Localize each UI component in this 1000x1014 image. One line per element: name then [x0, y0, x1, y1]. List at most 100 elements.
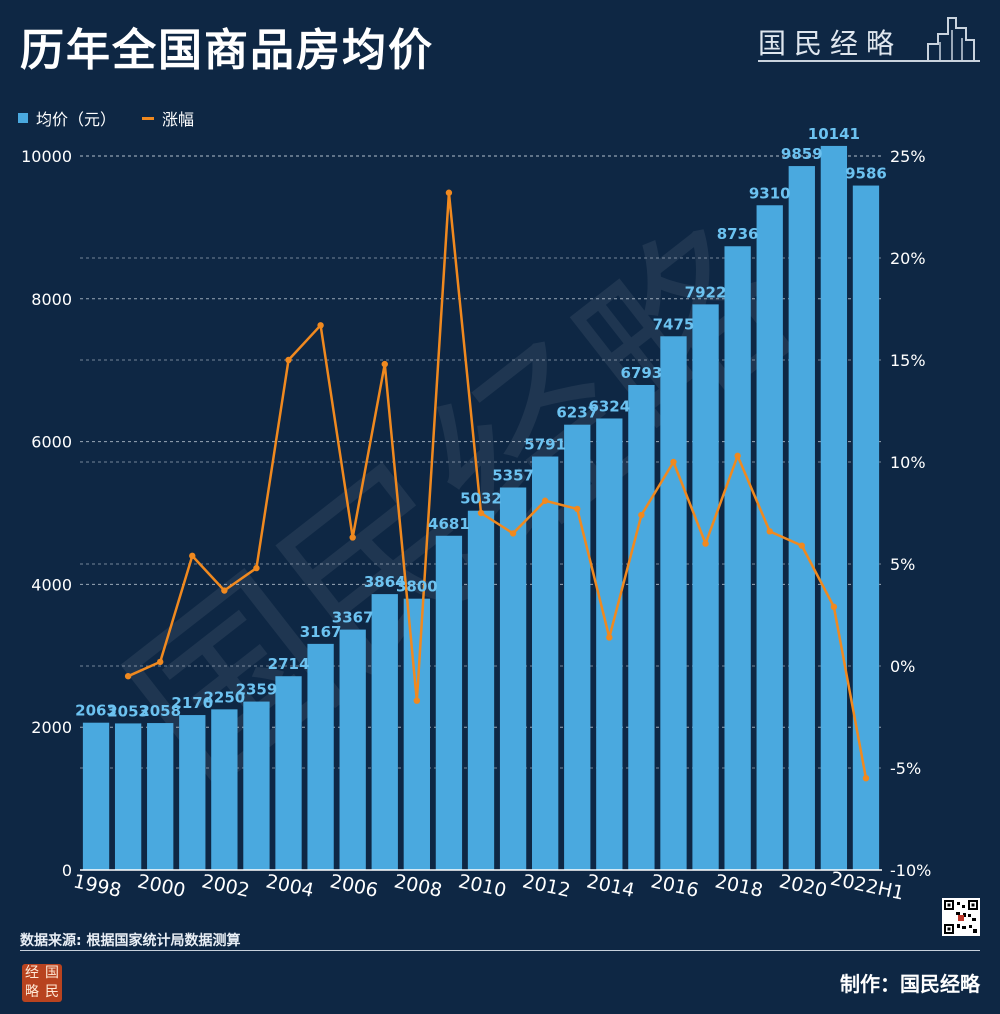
line-point — [574, 505, 581, 513]
bar-value-label: 7475 — [653, 315, 695, 333]
bar — [435, 535, 463, 870]
bar — [114, 723, 142, 870]
line-series — [127, 191, 868, 779]
line-point — [670, 458, 677, 466]
bar — [82, 722, 110, 870]
bar-value-label: 2359 — [236, 681, 278, 699]
bar — [532, 456, 559, 870]
line-point — [253, 564, 260, 572]
y2-tick-label: 15% — [890, 351, 926, 370]
line-point — [862, 775, 870, 782]
x-tick-label: 2018 — [713, 870, 765, 902]
y2-tick-label: 10% — [890, 453, 926, 472]
line-point — [766, 528, 773, 535]
line-point — [349, 534, 356, 541]
x-tick-label: 2010 — [456, 870, 508, 902]
y-tick-label: 6000 — [31, 433, 72, 452]
bar — [275, 676, 302, 870]
bar-value-label: 9310 — [749, 184, 791, 202]
y2-tick-label: 25% — [890, 147, 926, 166]
bar-value-label: 2063 — [75, 702, 117, 720]
line-point — [638, 511, 645, 519]
chart-title: 历年全国商品房均价 — [20, 25, 434, 76]
legend-bar-label: 均价（元） — [36, 110, 117, 129]
line-point — [541, 497, 549, 504]
bar — [660, 336, 687, 870]
line-point — [221, 587, 228, 594]
bar-value-label: 2058 — [139, 702, 181, 720]
bar-value-label: 6324 — [588, 397, 630, 415]
bar — [692, 304, 719, 870]
bar — [243, 701, 270, 870]
bar-value-label: 5032 — [460, 490, 502, 508]
bar — [596, 418, 623, 870]
brand-logo: 经 国 略 民 — [22, 964, 62, 1002]
bar-value-label: 3800 — [396, 578, 438, 596]
bar — [788, 166, 815, 871]
bar-value-label: 2250 — [203, 688, 245, 706]
x-tick-label: 1998 — [71, 870, 123, 902]
y-tick-label: 4000 — [31, 575, 72, 594]
line-point — [606, 634, 613, 641]
line-point — [189, 552, 196, 560]
line-point — [381, 360, 388, 368]
bar-value-label: 7922 — [685, 283, 727, 301]
bar-value-label: 3864 — [364, 573, 406, 591]
x-tick-label: 2002 — [200, 870, 252, 902]
legend-line-label: 涨幅 — [162, 110, 195, 129]
y2-tick-label: 5% — [890, 555, 915, 574]
legend: 均价（元） 涨幅 — [18, 106, 194, 130]
x-tick-label: 2012 — [520, 870, 572, 902]
line-point — [285, 356, 292, 364]
line-point — [477, 509, 485, 517]
line-point — [798, 542, 805, 549]
bar — [756, 205, 783, 871]
y-tick-label: 8000 — [31, 290, 72, 309]
x-tick-label: 2008 — [392, 870, 444, 902]
bar-value-label: 10141 — [808, 125, 860, 143]
brand-underline — [758, 60, 980, 62]
bar-value-label: 4681 — [428, 515, 470, 533]
line-point — [509, 530, 517, 537]
logo-char: 国 — [45, 965, 59, 981]
bar — [339, 629, 366, 870]
bar-value-label: 5791 — [524, 436, 566, 454]
bar-value-label: 2053 — [107, 702, 149, 720]
building-icon — [927, 17, 975, 60]
bar-value-label: 6793 — [621, 364, 663, 382]
x-tick-label: 2016 — [649, 870, 701, 902]
line-point — [702, 540, 709, 547]
legend-bar-swatch — [18, 113, 28, 123]
bar — [499, 487, 527, 870]
line-point — [734, 452, 741, 460]
footer-divider — [20, 950, 980, 951]
y2-tick-label: -10% — [890, 861, 931, 880]
line-point — [317, 322, 324, 329]
bar — [147, 723, 174, 870]
bar — [628, 384, 655, 870]
y2-tick-label: 20% — [890, 249, 926, 268]
logo-char: 民 — [45, 984, 59, 1000]
bar-value-label: 8736 — [717, 225, 759, 243]
line-point — [445, 189, 453, 196]
y-tick-label: 0 — [62, 861, 72, 880]
bar — [724, 246, 751, 870]
x-tick-label: 2006 — [328, 870, 380, 902]
brand-header: 国民经略 — [758, 14, 980, 64]
x-tick-label: 2020 — [777, 870, 829, 902]
bar — [211, 709, 238, 870]
legend-line-swatch — [142, 116, 155, 120]
y-tick-label: 2000 — [31, 718, 72, 737]
maker-credit: 制作：国民经略 — [840, 972, 980, 996]
line-point — [413, 697, 421, 704]
bar — [820, 145, 848, 870]
x-tick-label: 2004 — [264, 870, 316, 902]
brand-text: 国民经略 — [758, 27, 903, 60]
logo-char: 略 — [25, 984, 39, 1000]
bar — [564, 424, 591, 870]
bar-value-label: 2714 — [268, 655, 310, 673]
bar-value-label: 2170 — [171, 694, 213, 712]
bar-value-label: 9586 — [845, 165, 887, 183]
line-point — [157, 658, 164, 666]
